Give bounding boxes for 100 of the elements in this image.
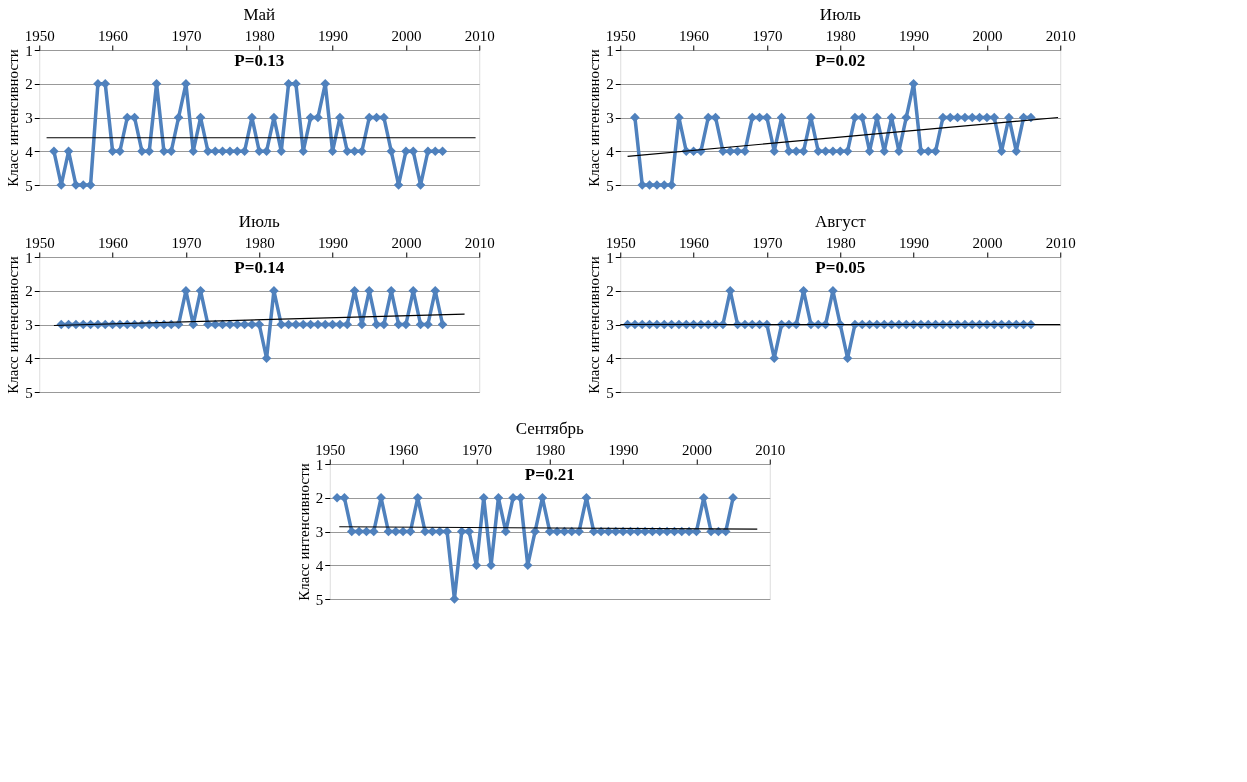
point [137,146,147,156]
y-tick-label: 5 [25,384,33,401]
x-tick-label: 2000 [391,234,422,251]
x-tick-label: 1970 [752,27,783,44]
point [784,146,794,156]
y-tick-label: 3 [606,317,614,333]
y-tick-label: 3 [606,110,614,126]
y-tick-label: 2 [315,490,324,507]
y-tick-label: 5 [315,591,324,608]
x-tick-label: 1950 [605,234,636,251]
point [115,146,125,156]
x-tick-label: 1970 [171,27,202,44]
x-tick-label: 1990 [318,234,349,251]
point [828,146,838,156]
y-tick-label: 4 [315,557,324,574]
chart-title: Июль [238,212,280,231]
x-tick-label: 1960 [388,441,419,458]
point [291,79,301,89]
point [530,526,540,537]
x-tick-label: 2010 [464,27,495,44]
x-tick-label: 1970 [752,234,783,251]
chart-title: Июль [819,5,861,24]
x-tick-label: 1950 [605,27,636,44]
point [225,146,235,156]
x-tick-label: 1990 [899,234,930,251]
x-tick-label: 1960 [98,27,129,44]
point [901,112,911,123]
point [386,146,396,156]
y-tick-label: 1 [25,42,33,59]
y-tick-label: 1 [315,456,324,473]
chart-title: Сентябрь [515,419,585,438]
y-tick-label: 4 [25,143,34,160]
point [173,112,184,123]
point [203,146,213,156]
y-tick-label: 1 [25,249,33,266]
y-tick-label: 4 [606,350,615,367]
point [254,146,264,156]
x-tick-label: 1980 [244,234,275,251]
annotation: P=0.02 [815,51,866,70]
point [401,146,411,156]
annotation: P=0.13 [234,51,285,70]
x-tick-label: 1980 [244,27,275,44]
point [342,146,352,156]
y-axis-title: Класс интенсивности [5,49,22,187]
x-tick-label: 1970 [171,234,202,251]
point [313,112,323,123]
x-tick-label: 1960 [98,234,129,251]
y-tick-label: 2 [606,283,614,300]
x-tick-label: 2010 [755,441,786,458]
x-tick-label: 1980 [535,441,566,458]
y-axis-title: Класс интенсивности [586,49,603,187]
chart-title: Август [814,212,867,231]
point [437,319,448,330]
point [423,146,433,156]
x-tick-label: 1950 [24,234,55,251]
point [728,493,738,503]
y-tick-label: 2 [606,76,614,93]
x-tick-label: 2010 [464,234,495,251]
x-tick-label: 2000 [972,234,1003,251]
y-tick-label: 5 [25,177,33,194]
x-tick-label: 1960 [679,234,710,251]
point [93,79,103,89]
x-tick-label: 2000 [972,27,1003,44]
y-tick-label: 2 [25,76,33,93]
x-tick-label: 1980 [825,234,856,251]
annotation: P=0.21 [524,465,575,484]
x-tick-label: 1990 [318,27,349,44]
point [49,146,59,156]
annotation: P=0.05 [815,258,866,277]
y-tick-label: 1 [606,42,614,59]
point [332,493,342,503]
annotation: P=0.14 [234,258,285,277]
x-tick-label: 1990 [608,441,639,458]
point [379,112,389,123]
y-tick-label: 3 [25,110,33,126]
x-tick-label: 1990 [899,27,930,44]
point [401,319,411,330]
y-axis-title: Класс интенсивности [295,463,312,601]
point [740,146,750,156]
y-tick-label: 1 [606,249,614,266]
point [159,146,169,156]
point [423,319,433,330]
x-tick-label: 1950 [24,27,55,44]
y-tick-label: 4 [606,143,615,160]
x-tick-label: 1950 [315,441,346,458]
point [916,146,926,156]
x-tick-label: 2010 [1045,27,1076,44]
point [357,146,367,156]
point [508,493,518,503]
point [813,146,823,156]
chart-title: Май [243,5,276,24]
y-axis-title: Класс интенсивности [5,256,22,394]
point [379,319,389,330]
x-tick-label: 2010 [1045,234,1076,251]
y-tick-label: 4 [25,350,34,367]
point [762,112,772,123]
y-tick-label: 2 [25,283,33,300]
y-tick-label: 5 [606,177,614,194]
y-tick-label: 3 [25,317,33,333]
x-tick-label: 2000 [391,27,422,44]
